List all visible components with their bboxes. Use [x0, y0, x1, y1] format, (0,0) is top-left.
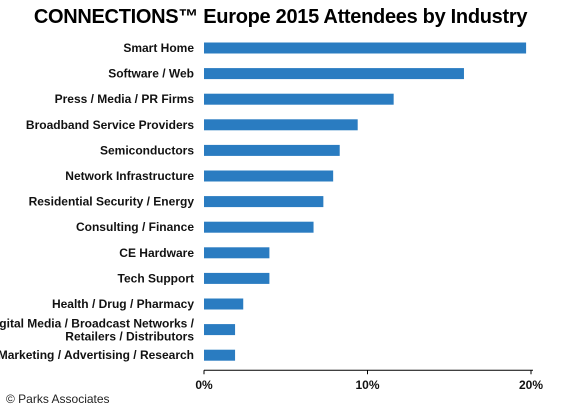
category-label-9: CE Hardware [119, 246, 194, 260]
category-labels-layer: Smart Home Software / Web Press / Media / … [0, 41, 195, 362]
bar-4 [204, 119, 358, 131]
category-label-1: Smart Home [123, 41, 194, 55]
category-label-8: Consulting / Finance [76, 220, 194, 234]
category-label-7: Residential Security / Energy [29, 195, 195, 209]
category-label-2: Software / Web [108, 67, 194, 81]
x-ticks-layer: 0% 10% 20% [195, 370, 543, 392]
category-label-10: Tech Support [118, 271, 194, 285]
category-label-3: Press / Media / PR Firms [55, 92, 195, 106]
bars-layer [204, 42, 527, 361]
bar-1 [204, 42, 527, 54]
bar-8 [204, 221, 314, 233]
category-label-11: Health / Drug / Pharmacy [52, 297, 194, 311]
bar-3 [204, 93, 394, 105]
bar-7 [204, 196, 324, 208]
category-label-4: Broadband Service Providers [26, 118, 194, 132]
category-label-5: Semiconductors [100, 143, 194, 157]
bar-13 [204, 349, 236, 361]
category-label-6: Network Infrastructure [65, 169, 194, 183]
x-tick-label-1: 0% [195, 378, 213, 392]
bar-10 [204, 272, 270, 284]
bar-9 [204, 247, 270, 259]
bar-11 [204, 298, 244, 310]
x-tick-label-2: 10% [355, 378, 379, 392]
x-tick-label-3: 20% [519, 378, 543, 392]
bar-2 [204, 68, 464, 80]
category-label-13: Marketing / Advertising / Research [0, 348, 194, 362]
bar-6 [204, 170, 334, 182]
copyright-footer: © Parks Associates [6, 392, 110, 406]
bar-5 [204, 144, 340, 156]
bar-12 [204, 324, 236, 336]
category-label-12: Digital Media / Broadcast Networks / Reta… [0, 317, 195, 344]
chart-title: CONNECTIONS™ Europe 2015 Attendees by In… [33, 6, 528, 28]
